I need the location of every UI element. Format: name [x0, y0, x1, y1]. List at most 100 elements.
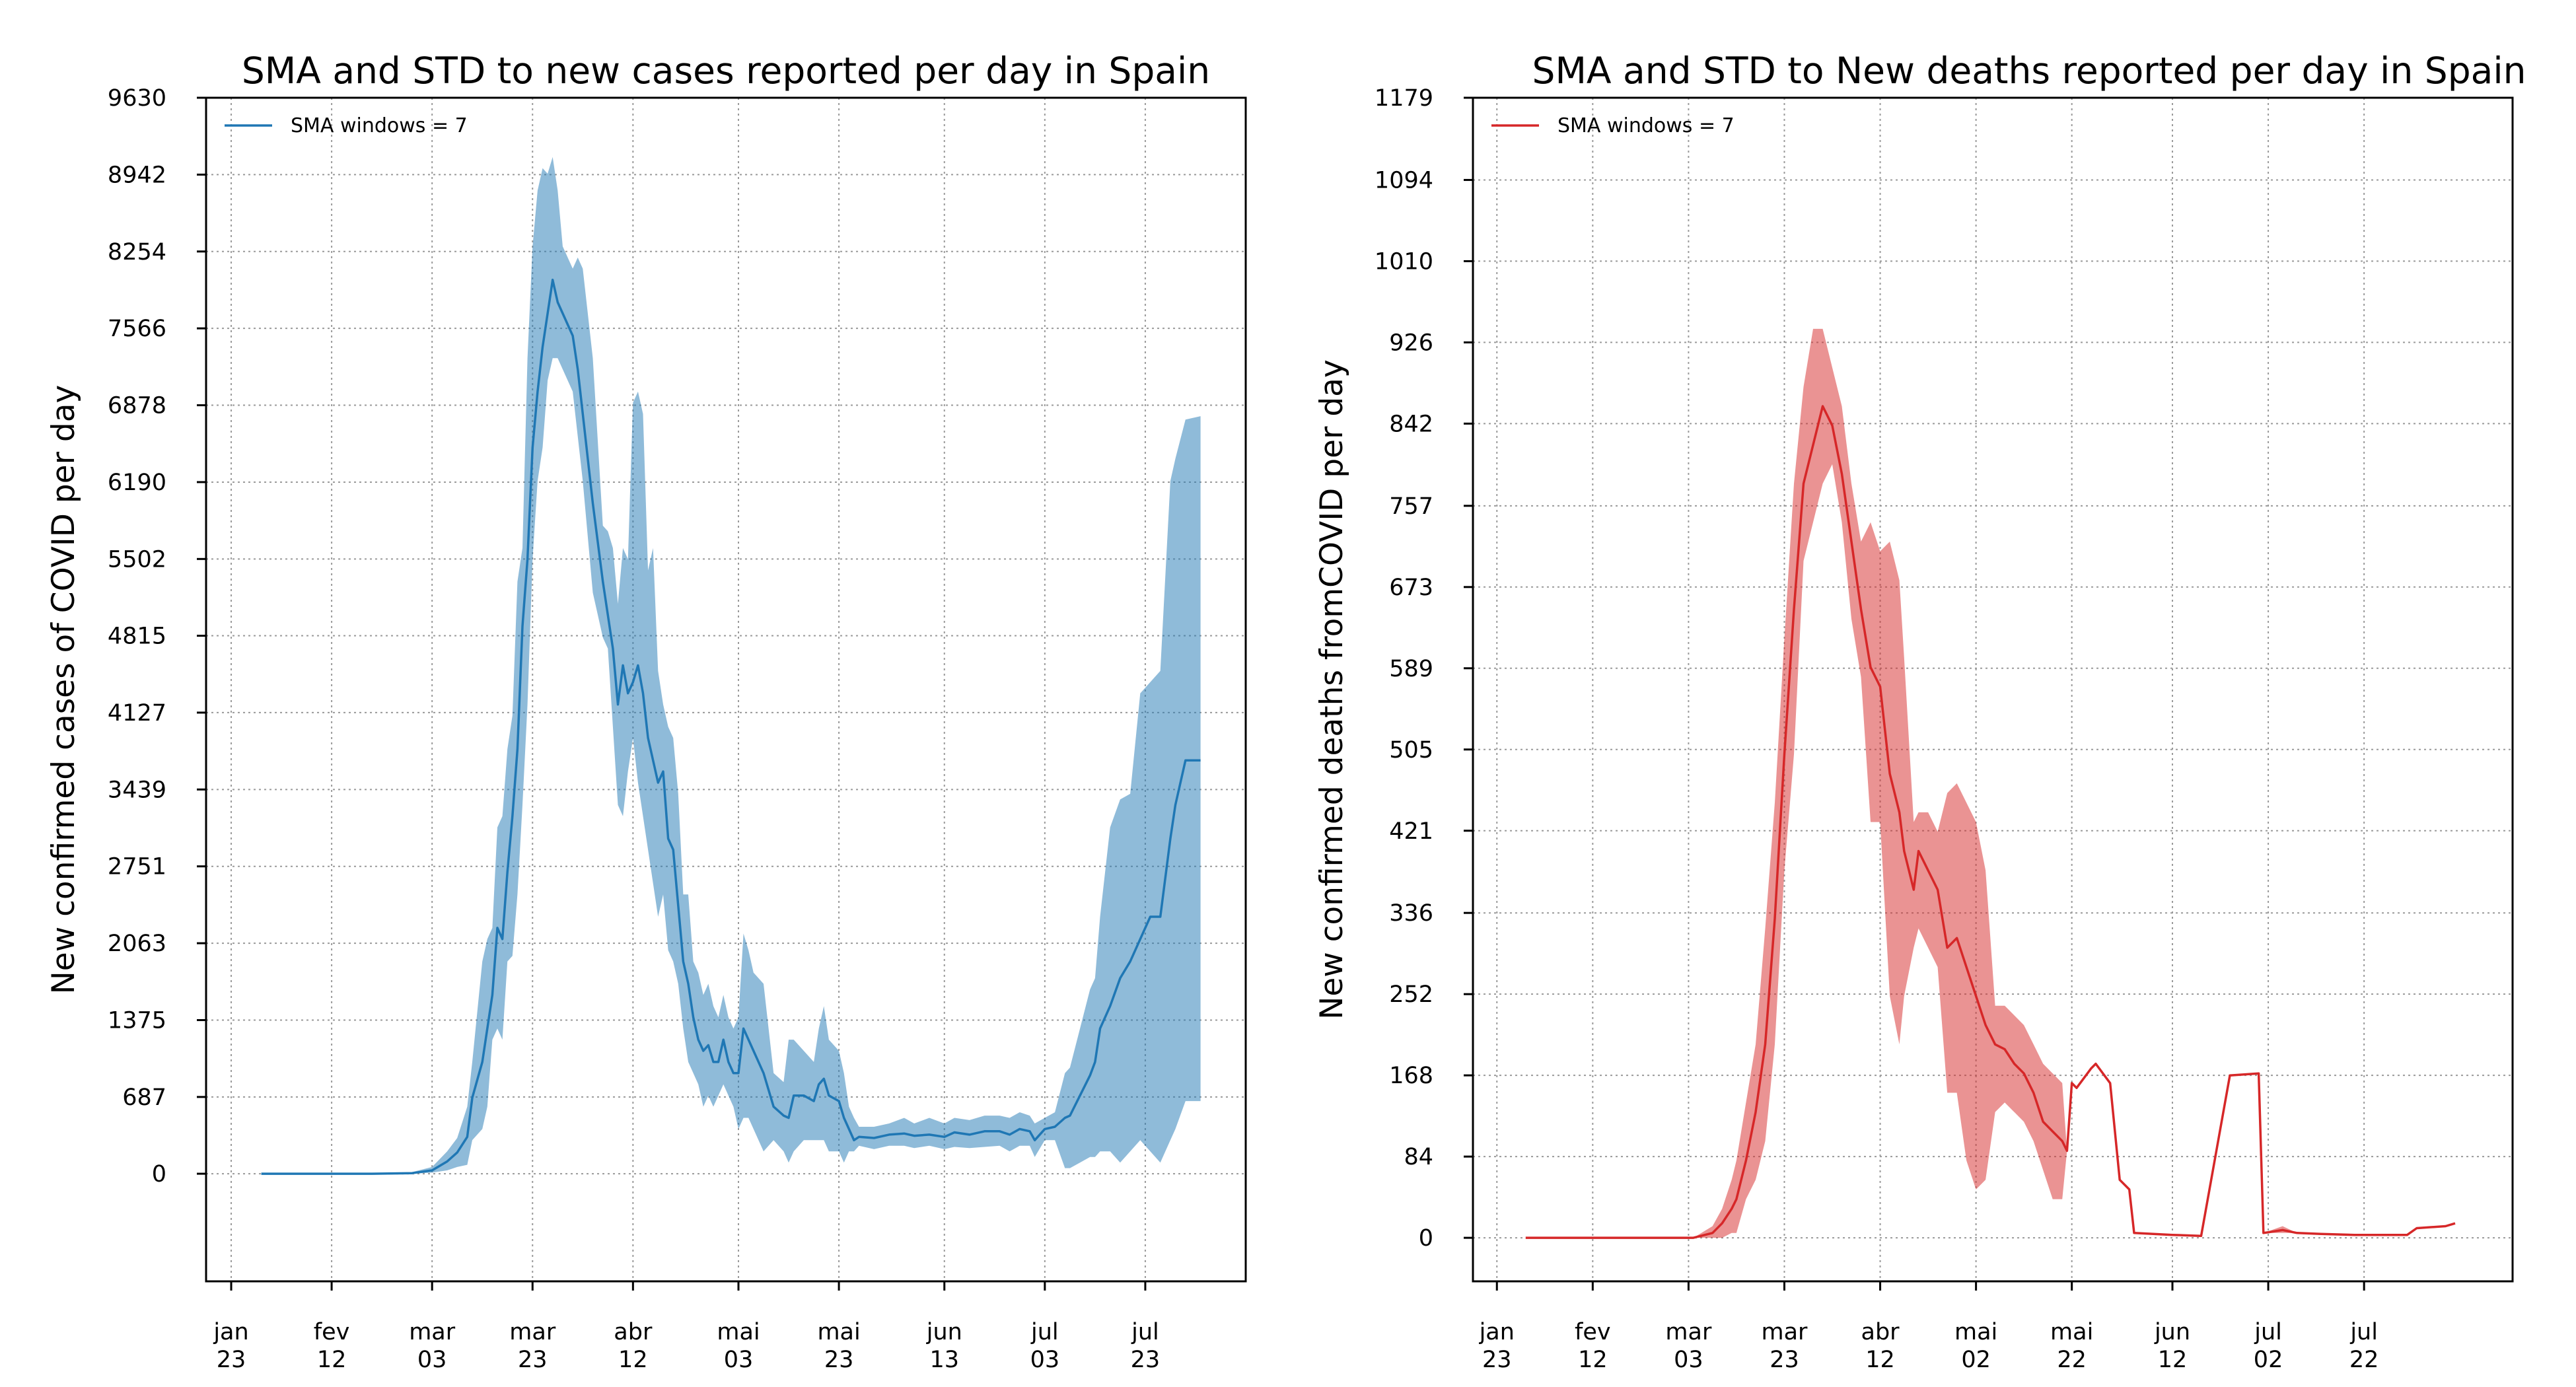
x-tick-day: 03	[417, 1347, 447, 1373]
x-tick-label: jan 23	[1479, 1319, 1515, 1373]
x-tick-month: mar	[409, 1319, 456, 1345]
y-tick-label: 926	[1389, 330, 1433, 356]
x-tick-month: abr	[1861, 1319, 1900, 1345]
x-tick-month: fev	[314, 1319, 350, 1345]
legend-label: SMA windows = 7	[1557, 114, 1735, 137]
y-tick-label: 1375	[108, 1007, 166, 1034]
x-tick-month: fev	[1575, 1319, 1611, 1345]
y-tick-label: 168	[1389, 1063, 1433, 1089]
x-tick-label: jul 02	[2254, 1319, 2283, 1373]
plot-frame	[1472, 96, 2514, 1283]
x-tick-label: jul 22	[2349, 1319, 2379, 1373]
y-tick-label: 3439	[108, 777, 166, 803]
x-tick-month: jan	[213, 1319, 248, 1345]
y-tick-label: 687	[122, 1085, 166, 1111]
x-tick-month: jun	[926, 1319, 962, 1345]
y-tick-label: 1094	[1375, 167, 1433, 194]
x-tick-label: fev 12	[1575, 1319, 1611, 1373]
x-tick-label: mar 03	[409, 1319, 456, 1373]
y-tick-label: 6190	[108, 470, 166, 496]
chart-1: SMA and STD to new cases reported per da…	[46, 50, 1247, 1373]
y-tick-label: 7566	[108, 316, 166, 342]
x-tick-label: jun 13	[926, 1319, 962, 1373]
y-tick-label: 589	[1389, 656, 1433, 682]
x-tick-day: 23	[518, 1347, 548, 1373]
x-tick-label: abr 12	[1861, 1319, 1900, 1373]
y-axis-label: New confirmed deaths fromCOVID per day	[1314, 359, 1350, 1020]
x-tick-label: jul 03	[1030, 1319, 1060, 1373]
y-axis-label: New confirmed cases of COVID per day	[46, 385, 82, 995]
chart-title: SMA and STD to New deaths reported per d…	[1532, 50, 2526, 92]
y-tick-label: 505	[1389, 737, 1433, 764]
x-tick-label: mai 02	[1954, 1319, 1997, 1373]
x-tick-day: 12	[2158, 1347, 2188, 1373]
x-tick-day: 12	[317, 1347, 347, 1373]
y-tick-label: 8254	[108, 239, 166, 266]
x-tick-month: mai	[1954, 1319, 1997, 1345]
x-tick-day: 02	[1961, 1347, 1991, 1373]
y-tick-label: 4815	[108, 623, 166, 650]
x-tick-month: jul	[2349, 1319, 2378, 1345]
y-tick-label: 5502	[108, 546, 166, 573]
x-tick-label: abr 12	[614, 1319, 653, 1373]
x-tick-day: 23	[1770, 1347, 1799, 1373]
x-tick-month: jan	[1479, 1319, 1515, 1345]
x-tick-label: mai 03	[717, 1319, 760, 1373]
y-tick-label: 1179	[1375, 85, 1433, 112]
x-tick-label: fev 12	[314, 1319, 350, 1373]
x-tick-label: mai 22	[2050, 1319, 2093, 1373]
std-band	[1525, 328, 2455, 1238]
y-tick-label: 8942	[108, 162, 166, 188]
x-tick-month: jul	[2254, 1319, 2282, 1345]
x-tick-day: 03	[1674, 1347, 1703, 1373]
x-tick-day: 23	[824, 1347, 854, 1373]
x-tick-label: jan 23	[213, 1319, 248, 1373]
x-tick-day: 12	[1865, 1347, 1895, 1373]
y-tick-label: 336	[1389, 900, 1433, 927]
x-tick-month: jul	[1131, 1319, 1159, 1345]
x-tick-month: jul	[1030, 1319, 1059, 1345]
x-tick-day: 23	[217, 1347, 246, 1373]
chart-title: SMA and STD to new cases reported per da…	[242, 50, 1210, 92]
x-tick-day: 13	[929, 1347, 959, 1373]
x-tick-label: mai 23	[817, 1319, 860, 1373]
x-tick-day: 02	[2254, 1347, 2283, 1373]
y-tick-label: 6878	[108, 393, 166, 419]
y-tick-label: 4127	[108, 700, 166, 727]
x-tick-day: 03	[724, 1347, 754, 1373]
x-tick-label: mar 23	[1762, 1319, 1808, 1373]
x-tick-month: mai	[817, 1319, 860, 1345]
x-tick-month: mai	[2050, 1319, 2093, 1345]
legend-label: SMA windows = 7	[291, 114, 468, 137]
plot-frame	[205, 96, 1247, 1283]
sma-line	[261, 278, 1201, 1175]
y-tick-label: 1010	[1375, 248, 1433, 275]
y-tick-label: 84	[1404, 1144, 1433, 1170]
x-tick-month: mai	[717, 1319, 760, 1345]
x-tick-label: mar 03	[1665, 1319, 1712, 1373]
y-tick-label: 421	[1389, 818, 1433, 845]
x-tick-day: 22	[2057, 1347, 2087, 1373]
y-tick-label: 252	[1389, 981, 1433, 1008]
y-tick-label: 842	[1389, 411, 1433, 437]
x-tick-label: mar 23	[509, 1319, 556, 1373]
x-tick-month: mar	[1762, 1319, 1808, 1345]
chart-2: SMA and STD to New deaths reported per d…	[1314, 50, 2526, 1373]
x-tick-label: jun 12	[2154, 1319, 2190, 1373]
x-tick-month: jun	[2154, 1319, 2190, 1345]
y-tick-label: 0	[152, 1161, 166, 1188]
y-tick-label: 2751	[108, 854, 166, 880]
x-tick-month: mar	[509, 1319, 556, 1345]
x-tick-day: 12	[1578, 1347, 1608, 1373]
x-tick-month: mar	[1665, 1319, 1712, 1345]
sma-line	[1525, 405, 2456, 1239]
x-tick-day: 22	[2349, 1347, 2379, 1373]
x-tick-label: jul 23	[1131, 1319, 1161, 1373]
y-tick-label: 673	[1389, 575, 1433, 601]
x-tick-day: 12	[618, 1347, 648, 1373]
x-tick-day: 03	[1030, 1347, 1060, 1373]
y-tick-label: 0	[1419, 1225, 1433, 1252]
y-tick-label: 9630	[108, 85, 166, 112]
std-band	[261, 157, 1201, 1174]
